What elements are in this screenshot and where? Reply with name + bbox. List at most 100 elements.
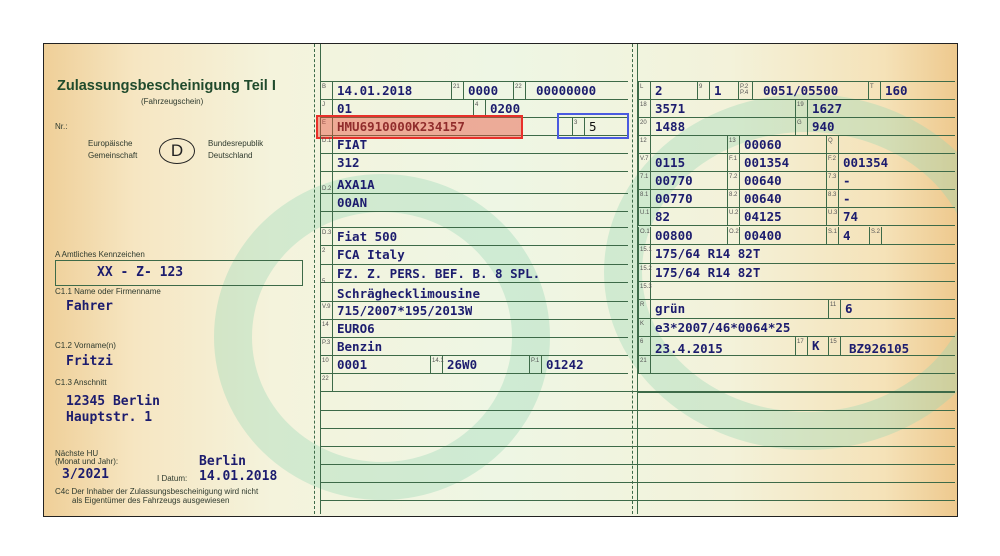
row-v7: V.7 0115 F.1 001354 F.2 001354 <box>638 154 955 172</box>
row-f71: 7.1 00770 7.2 00640 7.3- <box>638 172 955 190</box>
field-code: 10 <box>320 356 333 373</box>
date-label: I Datum: <box>157 474 188 483</box>
row-5b: Schräghecklimousine <box>320 283 628 302</box>
country-label: Deutschland <box>208 151 253 160</box>
field-code: 7.2 <box>727 172 740 189</box>
field-3: 5 <box>589 119 597 134</box>
field-10: 0001 <box>337 357 368 372</box>
field-u3: 74 <box>843 209 859 224</box>
field-code: O.2 <box>727 227 740 244</box>
row-u1: U.1 82 U.2 04125 U.3 74 <box>638 208 955 226</box>
field-code: 8.3 <box>826 190 839 207</box>
field-code: 19 <box>795 100 808 117</box>
field-f2: 001354 <box>843 155 889 170</box>
eu-label: Gemeinschaft <box>88 151 138 160</box>
field-code: 2 <box>320 246 333 264</box>
field-f73: - <box>843 173 851 188</box>
field-f82: 00640 <box>744 191 782 206</box>
field-p2-p4: 0051/05500 <box>763 83 839 98</box>
row-14: 14 EURO6 <box>320 320 628 338</box>
fold-line <box>632 44 633 514</box>
field-j: 01 <box>337 101 353 116</box>
field-code: 22 <box>513 82 526 99</box>
document-subtitle: (Fahrzeugschein) <box>141 97 204 106</box>
field-f13: 00060 <box>744 137 782 152</box>
field-d2: AXA1A <box>337 177 375 192</box>
field-code: O.1 <box>638 227 651 244</box>
field-15: BZ926105 <box>849 341 910 355</box>
field-code: 14 <box>320 320 333 337</box>
field-4: 0200 <box>490 101 521 116</box>
field-code: T <box>868 82 881 99</box>
field-21: 0000 <box>468 83 499 98</box>
row-f12: 12 13 00060 Q <box>638 136 955 154</box>
eu-label: Europäische <box>88 139 133 148</box>
row-d2b: 00AN <box>320 194 628 212</box>
field-9: 1 <box>714 83 722 98</box>
field-t: 160 <box>885 83 908 98</box>
row-6: 6 23.4.2015 17 K 15 BZ926105 <box>638 337 955 356</box>
field-s1: 4 <box>843 228 851 243</box>
field-code: U.2 <box>727 208 740 225</box>
blank-row-line <box>320 500 955 501</box>
field-code: 14.1 <box>430 356 444 373</box>
blank-row-line <box>320 410 955 411</box>
field-code: 15.1 <box>638 245 652 263</box>
name-value: Fahrer <box>66 299 113 314</box>
field-code: B <box>320 82 333 99</box>
c4c-note: C4c Der Inhaber der Zulassungsbescheinig… <box>55 487 259 496</box>
field-code: 21 <box>451 82 464 99</box>
field-code: V.7 <box>638 154 651 171</box>
row-10: 10 0001 14.1 26W0 P.1 01242 <box>320 356 628 374</box>
field-p1: 01242 <box>546 357 584 372</box>
field-code: D.1 <box>320 136 333 153</box>
field-f83: - <box>843 191 851 206</box>
field-code: S.1 <box>826 227 839 244</box>
country-oval-badge: D <box>159 138 195 164</box>
row-15-2: 15.2 175/64 R14 82T <box>638 264 955 282</box>
field-k: e3*2007/46*0064*25 <box>655 320 791 335</box>
row-2: 2 FCA Italy <box>320 246 628 265</box>
field-v7: 0115 <box>655 155 686 170</box>
blank-row-line <box>320 428 955 429</box>
field-15-2: 175/64 R14 82T <box>655 265 761 280</box>
address-line: Hauptstr. 1 <box>66 410 153 425</box>
field-code: P.3 <box>320 338 333 355</box>
row-15-1: 15.1 175/64 R14 82T <box>638 245 955 264</box>
field-code: S.2 <box>869 227 882 244</box>
row-p3: P.3 Benzin <box>320 338 628 356</box>
field-u1: 82 <box>655 209 671 224</box>
field-g: 940 <box>812 119 835 134</box>
field-code: 15 <box>828 337 841 355</box>
field-code <box>320 194 333 211</box>
field-code: 12 <box>638 136 651 153</box>
field-code: 5 <box>320 265 333 285</box>
field-u2: 04125 <box>744 209 782 224</box>
field-b: 14.01.2018 <box>337 83 413 98</box>
field-d1: FIAT <box>337 137 368 152</box>
field-code: 18 <box>638 100 651 117</box>
row-21: 21 <box>638 356 955 374</box>
field-code: V.9 <box>320 302 333 319</box>
firstname-label: C1.2 Vorname(n) <box>55 341 116 350</box>
field-d3: Fiat 500 <box>337 229 398 244</box>
field-l: 2 <box>655 83 663 98</box>
field-6: 23.4.2015 <box>655 341 723 355</box>
field-14: EURO6 <box>337 321 375 336</box>
row-d1: D.1 FIAT <box>320 136 628 154</box>
field-code: 8.1 <box>638 190 651 207</box>
field-code: 13 <box>727 136 740 153</box>
row-v9: V.9 715/2007*195/2013W <box>320 302 628 320</box>
field-q <box>839 136 955 153</box>
field-v9: 715/2007*195/2013W <box>337 303 473 318</box>
field-o1: 00800 <box>655 228 693 243</box>
field-code: 3 <box>572 118 585 135</box>
field-15-1: 175/64 R14 82T <box>655 246 761 261</box>
field-f12 <box>651 136 727 153</box>
field-code: 6 <box>638 337 651 355</box>
field-code: 7.3 <box>826 172 839 189</box>
field-11: 6 <box>845 301 853 316</box>
c4c-note: als Eigentümer des Fahrzeugs ausgewiesen <box>72 496 230 505</box>
field-code: 22 <box>320 374 333 391</box>
